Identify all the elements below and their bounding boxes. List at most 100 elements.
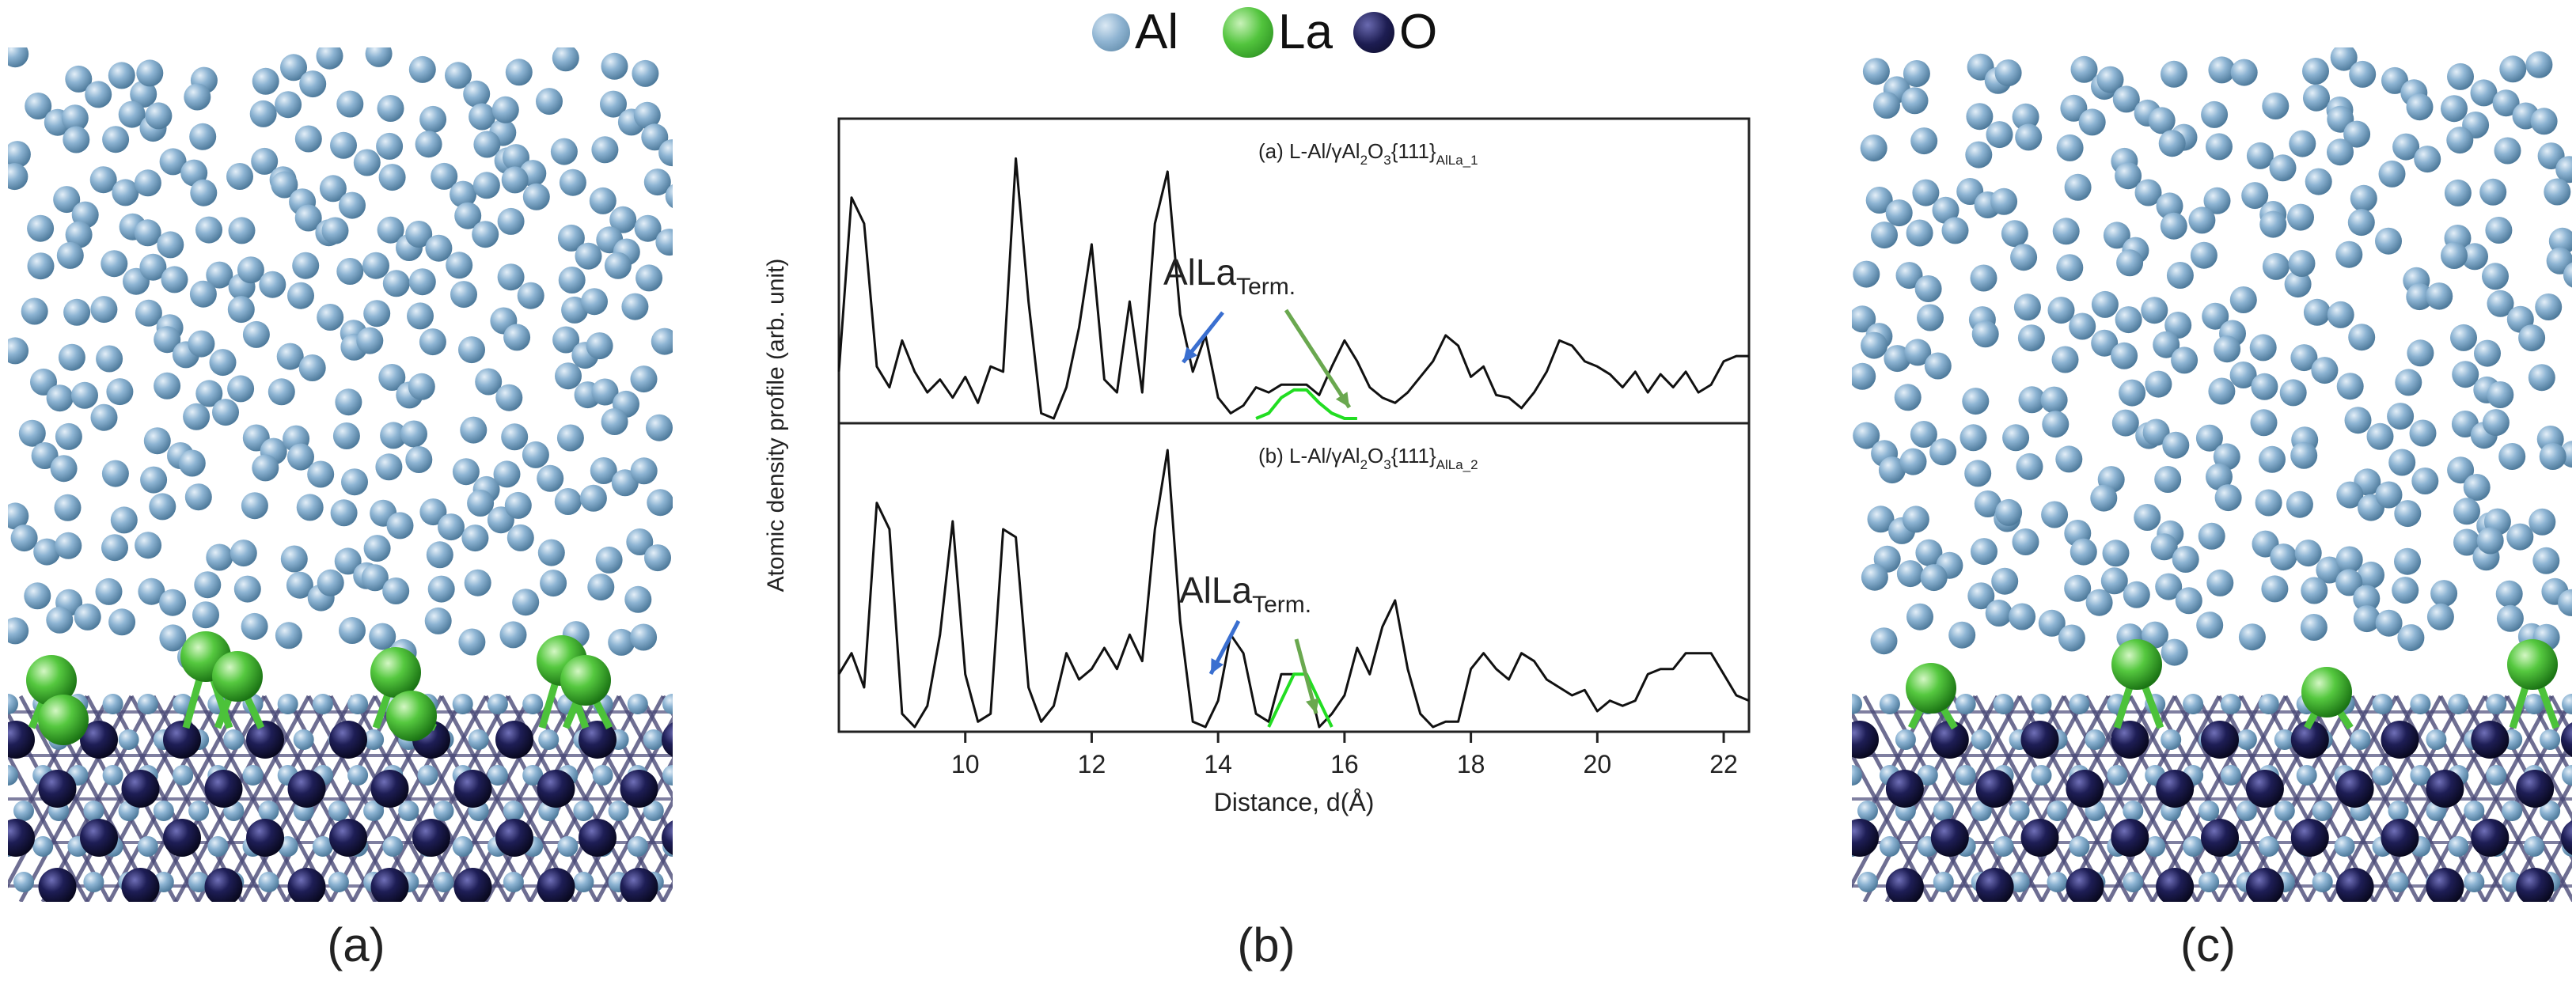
x-axis-label: Distance, d(Å): [1214, 788, 1375, 816]
o-atom: [412, 819, 450, 857]
al-atom: [2208, 56, 2236, 84]
al-atom: [137, 694, 158, 714]
al-atom: [2134, 179, 2162, 206]
al-atom: [2055, 445, 2083, 473]
al-atom: [2175, 587, 2202, 615]
la-atom: [560, 655, 611, 706]
al-atom: [2446, 127, 2474, 154]
al-atom: [641, 123, 669, 151]
al-atom: [2487, 290, 2514, 317]
al-atom: [8, 47, 29, 68]
al-atom: [415, 131, 442, 158]
al-atom: [161, 266, 188, 293]
al-atom: [2335, 546, 2363, 574]
al-atom: [2397, 624, 2425, 652]
al-atom: [587, 574, 615, 601]
o-atom: [329, 721, 367, 759]
al-atom: [2241, 182, 2269, 210]
al-atom: [601, 52, 628, 80]
caption-b: (b): [1237, 918, 1296, 971]
al-atom: [2195, 424, 2223, 452]
al-atom: [2161, 729, 2182, 750]
al-atom: [495, 384, 523, 411]
al-atom: [347, 694, 369, 714]
al-atom: [178, 449, 206, 477]
al-atom: [2388, 449, 2416, 476]
al-atom: [2156, 192, 2183, 220]
al-atom: [134, 219, 161, 247]
al-atom: [1993, 694, 2014, 714]
al-atom: [2069, 836, 2090, 857]
o-atom: [121, 770, 160, 808]
al-atom: [1862, 58, 1890, 85]
al-atom: [2258, 694, 2279, 714]
al-atom: [1917, 765, 1938, 786]
al-atom: [89, 166, 117, 194]
al-atom: [633, 101, 661, 129]
al-atom: [365, 47, 393, 67]
al-atom: [71, 381, 98, 409]
al-atom: [408, 268, 436, 296]
al-atom: [408, 373, 435, 400]
al-atom: [2524, 836, 2545, 857]
o-atom: [287, 770, 326, 808]
al-atom: [2296, 765, 2317, 786]
al-atom: [419, 498, 447, 526]
al-atom: [452, 836, 473, 857]
al-atom: [275, 622, 302, 649]
al-atom: [1948, 621, 1976, 649]
al-atom: [2502, 801, 2523, 821]
al-atom: [2311, 357, 2339, 384]
plot-frame: [837, 117, 1751, 733]
al-atom: [8, 694, 18, 714]
al-atom: [2201, 100, 2229, 128]
al-atom: [2274, 729, 2295, 750]
al-atom: [1895, 729, 1916, 750]
al-atom: [2251, 373, 2278, 400]
al-atom: [1967, 582, 1995, 610]
al-atom: [408, 55, 436, 83]
o-atom: [453, 868, 492, 902]
al-atom: [2236, 801, 2257, 821]
al-atom: [1960, 424, 1987, 452]
al-atom: [353, 149, 381, 176]
al-atom: [2506, 523, 2534, 551]
al-atom: [330, 131, 357, 159]
al-atom: [2530, 108, 2558, 135]
al-atom: [140, 466, 168, 494]
al-atom: [1933, 801, 1954, 821]
al-atom: [65, 65, 93, 93]
al-atom: [2450, 324, 2477, 351]
al-atom: [63, 126, 90, 153]
al-atom: [1861, 331, 1888, 359]
al-atom: [2387, 403, 2415, 430]
al-atom: [2410, 765, 2431, 786]
al-atom: [522, 694, 544, 714]
al-atom: [2375, 481, 2403, 509]
al-atom: [592, 765, 613, 786]
al-atom: [1993, 836, 2014, 857]
al-atom: [227, 375, 255, 403]
al-atom: [554, 488, 582, 515]
al-atom: [2358, 561, 2384, 589]
al-atom: [258, 801, 279, 821]
al-atom: [2214, 335, 2241, 363]
al-atom: [242, 320, 270, 348]
al-atom: [102, 765, 123, 786]
al-atom: [377, 216, 404, 244]
al-atom: [503, 324, 531, 351]
al-atom: [503, 144, 529, 172]
series-al-line: [837, 157, 1749, 420]
x-tick-label: 14: [1204, 750, 1232, 778]
al-atom: [557, 224, 585, 252]
al-atom: [2461, 243, 2488, 271]
al-atom: [2112, 85, 2140, 113]
al-atom: [2558, 589, 2572, 616]
al-atom: [2236, 729, 2257, 750]
al-atom: [2041, 501, 2069, 528]
al-atom: [1955, 765, 1976, 786]
al-atom: [8, 141, 31, 168]
al-atom: [487, 694, 508, 714]
al-atom: [1962, 388, 1990, 415]
al-atom: [2381, 66, 2408, 94]
